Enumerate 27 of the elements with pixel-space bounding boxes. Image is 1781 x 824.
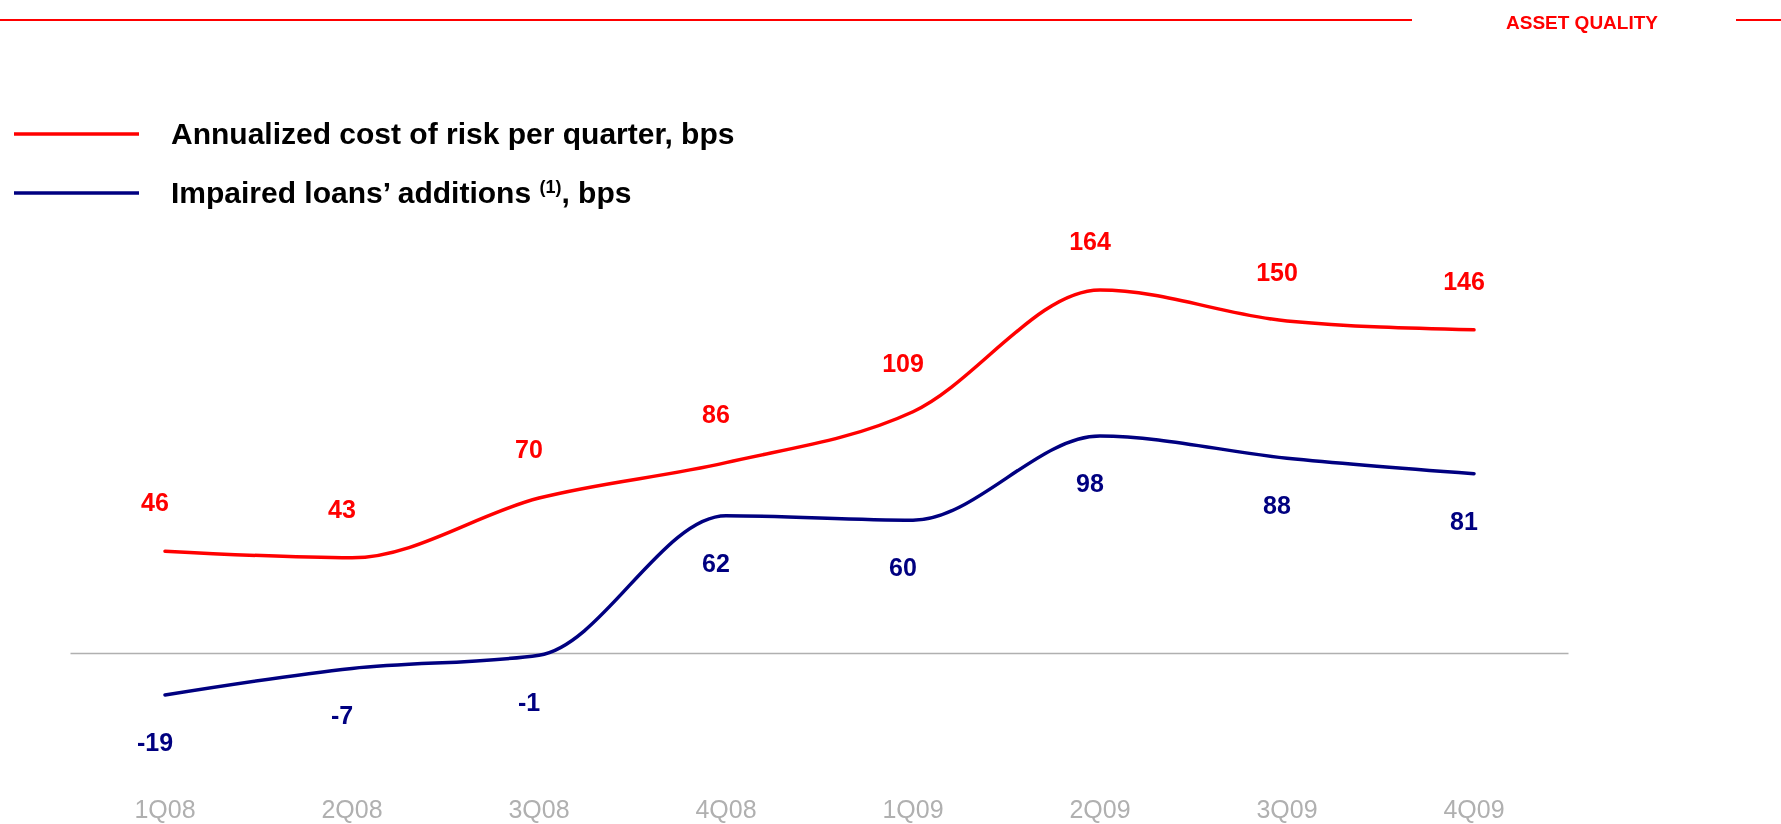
legend-label: Impaired loans’ additions $^{(1)}$, bps <box>171 176 632 209</box>
data-label: 86 <box>702 399 730 428</box>
data-label: 60 <box>889 553 917 582</box>
x-tick-label: 2Q09 <box>1069 795 1131 823</box>
x-tick-label: 4Q09 <box>1443 795 1505 823</box>
x-tick-label: 3Q08 <box>508 795 570 823</box>
data-label: -1 <box>517 688 541 717</box>
x-tick-label: 2Q08 <box>321 795 383 823</box>
data-label: 62 <box>702 548 730 577</box>
data-label: -19 <box>136 728 174 756</box>
data-label: 164 <box>1069 227 1111 255</box>
legend-label: Annualized cost of risk per quarter, bps <box>171 117 735 150</box>
data-label: 70 <box>515 435 543 464</box>
data-label: 81 <box>1450 506 1478 535</box>
data-label: 146 <box>1443 266 1485 295</box>
data-label: 98 <box>1076 469 1104 498</box>
data-label: 46 <box>141 488 169 517</box>
data-label: 43 <box>328 494 356 523</box>
x-tick-label: 1Q09 <box>882 795 944 823</box>
chart-title: ASSET QUALITY <box>1505 12 1659 33</box>
data-label: 88 <box>1263 491 1291 520</box>
data-label: -7 <box>330 701 354 730</box>
x-tick-label: 4Q08 <box>695 795 757 823</box>
data-label: 109 <box>882 348 924 377</box>
x-tick-label: 1Q08 <box>134 795 196 823</box>
data-label: 150 <box>1256 257 1298 286</box>
x-tick-label: 3Q09 <box>1256 795 1318 823</box>
